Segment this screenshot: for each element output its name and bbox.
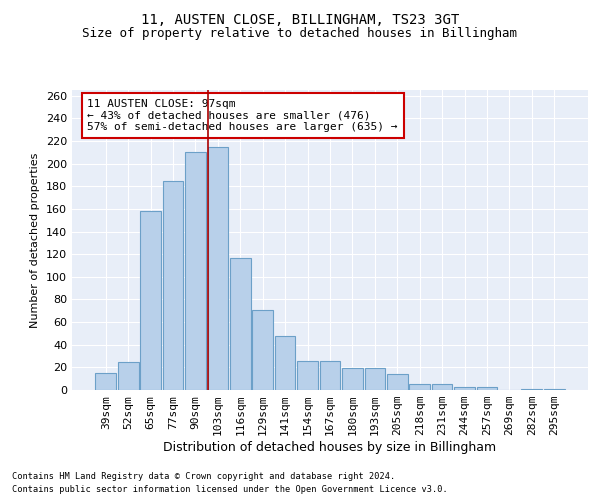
Bar xyxy=(432,384,452,390)
Bar xyxy=(253,310,273,390)
Bar xyxy=(208,146,228,390)
Bar xyxy=(521,389,542,390)
Bar xyxy=(476,386,497,390)
Bar xyxy=(163,180,184,390)
Bar xyxy=(95,373,116,390)
Bar xyxy=(454,386,475,390)
Bar xyxy=(230,258,251,390)
Bar xyxy=(297,360,318,390)
Text: Contains public sector information licensed under the Open Government Licence v3: Contains public sector information licen… xyxy=(12,485,448,494)
Y-axis label: Number of detached properties: Number of detached properties xyxy=(31,152,40,328)
Text: 11 AUSTEN CLOSE: 97sqm
← 43% of detached houses are smaller (476)
57% of semi-de: 11 AUSTEN CLOSE: 97sqm ← 43% of detached… xyxy=(88,99,398,132)
Bar xyxy=(365,368,385,390)
Bar xyxy=(342,368,363,390)
Bar xyxy=(409,384,430,390)
Bar xyxy=(118,362,139,390)
X-axis label: Distribution of detached houses by size in Billingham: Distribution of detached houses by size … xyxy=(163,441,497,454)
Text: Size of property relative to detached houses in Billingham: Size of property relative to detached ho… xyxy=(83,28,517,40)
Text: Contains HM Land Registry data © Crown copyright and database right 2024.: Contains HM Land Registry data © Crown c… xyxy=(12,472,395,481)
Text: 11, AUSTEN CLOSE, BILLINGHAM, TS23 3GT: 11, AUSTEN CLOSE, BILLINGHAM, TS23 3GT xyxy=(141,12,459,26)
Bar xyxy=(140,211,161,390)
Bar xyxy=(387,374,407,390)
Bar xyxy=(320,360,340,390)
Bar xyxy=(275,336,295,390)
Bar xyxy=(544,389,565,390)
Bar xyxy=(185,152,206,390)
